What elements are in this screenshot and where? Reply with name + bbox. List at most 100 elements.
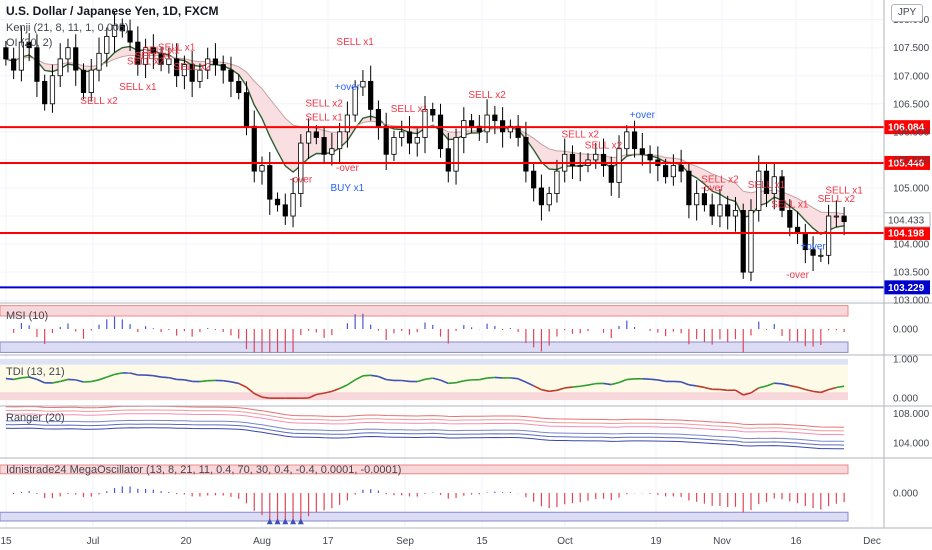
tdi-segment xyxy=(696,385,705,389)
tdi-segment xyxy=(245,386,255,395)
tdi-segment xyxy=(836,385,845,389)
kenji-legend[interactable]: Kenji (21, 8, 11, 1, 0.005) xyxy=(6,22,129,34)
tdi-segment xyxy=(199,379,208,383)
tdi-segment xyxy=(774,382,783,385)
candle-body xyxy=(57,58,63,77)
candle-body xyxy=(65,47,71,60)
tdi-segment xyxy=(91,379,100,383)
tdi-segment xyxy=(161,376,169,379)
tdi-segment xyxy=(828,386,837,391)
tdi-segment xyxy=(448,381,457,385)
signal-label: SELL x1 xyxy=(748,180,786,191)
candle-body xyxy=(670,165,676,178)
price-axis[interactable]: 108.000 107.500 107.000 106.500 106.000 105.5… xyxy=(883,15,931,500)
candle-body xyxy=(430,109,436,116)
candle-body xyxy=(748,210,754,273)
candle-body xyxy=(236,80,242,93)
mega-buy-marker xyxy=(290,518,297,525)
tdi-segment xyxy=(75,379,84,383)
candle-body xyxy=(763,170,770,194)
candle-body xyxy=(142,47,149,65)
candle-body xyxy=(624,131,630,150)
currency-badge[interactable]: JPY xyxy=(891,4,923,22)
signal-label: SELL x2 xyxy=(127,57,165,68)
candle-body xyxy=(593,153,599,161)
ranger-line xyxy=(5,427,845,450)
tdi-segment xyxy=(238,382,247,388)
tdi-segment xyxy=(533,385,542,391)
candle-body xyxy=(818,254,824,257)
last-price-tag xyxy=(883,212,931,228)
level-tag xyxy=(884,155,930,170)
candle-body xyxy=(352,86,358,116)
signal-label: SELL x2 xyxy=(818,194,856,205)
grid-lines xyxy=(0,0,884,528)
ranger-tick-label: 108.000 xyxy=(893,409,930,420)
time-tick-label: Aug xyxy=(253,536,271,547)
tdi-segment xyxy=(455,380,464,384)
tdi-segment xyxy=(13,377,22,381)
ranger-line xyxy=(5,409,845,432)
time-axis[interactable]: 15 Jul 20 Aug 17 Sep 15 Oct 19 Nov 16 Dec xyxy=(0,536,880,547)
tdi-segment xyxy=(21,376,30,379)
candle-body xyxy=(732,210,739,217)
level-tag-label: 104.198 xyxy=(888,228,925,239)
candle-body xyxy=(329,148,335,155)
candle-body xyxy=(569,153,576,166)
tdi-segment xyxy=(517,377,527,383)
candle-body xyxy=(810,249,816,256)
signal-label: SELL x1 xyxy=(825,186,863,197)
ranger-line xyxy=(5,413,845,436)
candle-body xyxy=(484,114,490,133)
candle-body xyxy=(399,131,405,138)
msi-legend[interactable]: MSI (10) xyxy=(6,310,49,322)
price-tick-label: 107.500 xyxy=(893,43,930,54)
time-tick-label: 17 xyxy=(322,536,334,547)
tdi-legend[interactable]: TDI (13, 21) xyxy=(6,366,65,378)
candle-body xyxy=(406,131,413,144)
candle-body xyxy=(313,131,319,138)
price-tick-label: 103.500 xyxy=(893,268,930,279)
mega-upper-band xyxy=(0,464,849,475)
mega-legend[interactable]: Idnistrade24 MegaOscillator (13, 8, 21, … xyxy=(6,464,402,476)
price-tick-label: 105.500 xyxy=(893,155,930,166)
signal-label: +over xyxy=(800,242,826,253)
candle-body xyxy=(787,210,793,228)
oi-legend[interactable]: OI (20, 2) xyxy=(6,37,53,49)
tdi-segment xyxy=(820,388,829,394)
ranger-legend[interactable]: Ranger (20) xyxy=(6,412,65,424)
tdi-segment xyxy=(587,382,596,386)
time-tick-label: 15 xyxy=(476,536,488,547)
ranger-line xyxy=(5,423,845,446)
msi-upper-band xyxy=(0,305,849,317)
signal-label: -over xyxy=(289,174,312,185)
candle-body xyxy=(538,187,545,206)
candle-body xyxy=(368,80,374,110)
tdi-segment xyxy=(417,378,426,383)
candle-body xyxy=(26,41,32,49)
tdi-segment xyxy=(184,379,193,383)
candle-body xyxy=(422,109,428,138)
tdi-segment xyxy=(510,377,519,380)
tdi-segment xyxy=(704,386,713,391)
candle-body xyxy=(259,165,265,172)
tdi-segment xyxy=(797,386,806,391)
tdi-segment xyxy=(316,392,325,396)
ranger-line xyxy=(5,419,845,442)
candle-body xyxy=(344,114,350,133)
tdi-segment xyxy=(657,379,666,383)
tdi-segment xyxy=(580,384,589,388)
level-tag xyxy=(884,225,930,240)
candle-body xyxy=(523,137,529,172)
candle-body xyxy=(158,52,164,65)
tdi-segment xyxy=(168,376,177,381)
candle-body xyxy=(127,30,133,43)
time-tick-label: 19 xyxy=(650,536,662,547)
tdi-segment xyxy=(750,387,760,394)
candle-body xyxy=(298,142,304,194)
tdi-segment xyxy=(378,375,387,381)
signal-label: -over xyxy=(336,163,359,174)
signal-label: SELL x2 xyxy=(80,96,118,107)
candle-body xyxy=(686,170,692,206)
